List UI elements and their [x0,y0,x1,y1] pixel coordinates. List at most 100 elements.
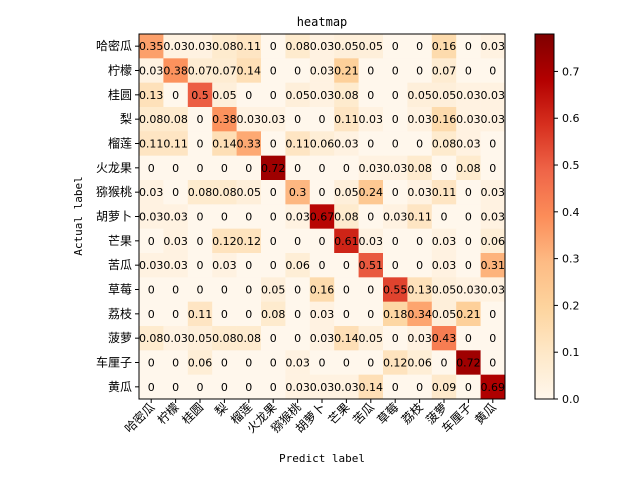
x-tick-label: 芒果 [325,400,353,428]
cell-value-label: 0.03 [163,332,188,345]
cell-value-label: 0 [465,235,472,248]
heatmap-cell [358,350,384,375]
cell-value-label: 0.21 [456,308,481,321]
cell-value-label: 0.03 [456,284,481,297]
cell-value-label: 0 [489,65,496,78]
cell-value-label: 0 [221,211,228,224]
heatmap-cell [236,180,262,205]
cell-value-label: 0 [148,162,155,175]
cell-value-label: 0 [343,308,350,321]
heatmap-cell [383,253,408,278]
heatmap-cell [383,326,408,351]
cell-value-label: 0.14 [212,138,237,151]
heatmap-cell [163,34,189,59]
heatmap-cell [480,82,506,108]
cell-value-label: 0.03 [407,186,432,199]
cell-value-label: 0 [294,113,301,126]
cell-value-label: 0.03 [139,211,164,224]
heatmap-cell [309,326,335,351]
heatmap-cell [358,228,384,254]
cell-value-label: 0.03 [212,259,237,272]
heatmap-cell [309,107,335,132]
cell-value-label: 0 [270,381,277,394]
heatmap-cell [383,301,408,327]
cell-value-label: 0.07 [188,65,213,78]
cell-value-label: 0.03 [481,211,506,224]
heatmap-cell [383,228,408,254]
cell-value-label: 0 [319,259,326,272]
cell-value-label: 0 [221,381,228,394]
heatmap-cell [163,180,189,205]
y-tick-label: 哈密瓜 [96,38,132,53]
y-tick-label: 芒果 [108,233,132,248]
cell-value-label: 0.11 [334,113,359,126]
heatmap-cell [187,107,213,132]
heatmap-cell [212,277,237,302]
cell-value-label: 0.03 [432,235,457,248]
heatmap-cell [285,131,311,156]
heatmap-cell [187,301,213,327]
heatmap-cell [163,107,189,132]
cell-value-label: 0 [294,235,301,248]
heatmap-cell [187,131,213,156]
cell-value-label: 0.38 [163,65,188,78]
heatmap-cell [431,82,457,108]
cell-value-label: 0 [245,381,252,394]
heatmap-cell [383,277,408,302]
cell-value-label: 0.06 [285,259,310,272]
cell-value-label: 0.05 [407,89,432,102]
heatmap-cell [309,58,335,83]
cell-value-label: 0.14 [237,65,262,78]
heatmap-cell [431,107,457,132]
heatmap-cell [163,228,189,254]
heatmap-cell [358,107,384,132]
heatmap-cell [309,82,335,108]
cell-value-label: 0.05 [334,186,359,199]
cell-value-label: 0 [319,113,326,126]
cell-value-label: 0 [294,332,301,345]
heatmap-cell [383,155,408,181]
cell-value-label: 0.16 [310,284,335,297]
cell-value-label: 0 [270,211,277,224]
cell-value-label: 0 [416,138,423,151]
cell-value-label: 0 [489,308,496,321]
cell-value-label: 0.06 [407,357,432,370]
cell-value-label: 0.03 [481,284,506,297]
heatmap-cell [456,301,481,327]
heatmap-cell [139,253,164,278]
cell-value-label: 0.55 [383,284,408,297]
cell-value-label: 0 [270,40,277,53]
heatmap-cell [456,107,481,132]
heatmap-cell [358,180,384,205]
cell-value-label: 0 [270,138,277,151]
heatmap-cell [163,326,189,351]
cell-value-label: 0 [148,308,155,321]
y-tick-label: 菠萝 [108,331,132,345]
heatmap-cell [163,277,189,302]
heatmap-cell [431,374,457,400]
cell-value-label: 0 [148,235,155,248]
heatmap-cell [236,326,262,351]
heatmap-cell [163,131,189,156]
heatmap-cell [236,374,262,400]
heatmap-cell [431,326,457,351]
heatmap-cell [480,155,506,181]
heatmap-cell [309,301,335,327]
heatmap-cell [139,301,164,327]
cell-value-label: 0 [343,284,350,297]
heatmap-cell [139,58,164,83]
heatmap-cell [236,58,262,83]
heatmap-cell [480,374,506,400]
cell-value-label: 0 [197,113,204,126]
cell-value-label: 0 [392,113,399,126]
heatmap-cell [139,204,164,229]
cell-value-label: 0 [197,284,204,297]
cell-value-label: 0.03 [432,259,457,272]
cell-value-label: 0.51 [359,259,384,272]
cell-value-label: 0 [197,235,204,248]
heatmap-cell [285,82,311,108]
cell-value-label: 0.03 [407,332,432,345]
cell-value-label: 0 [172,308,179,321]
cell-value-label: 0.03 [334,381,359,394]
